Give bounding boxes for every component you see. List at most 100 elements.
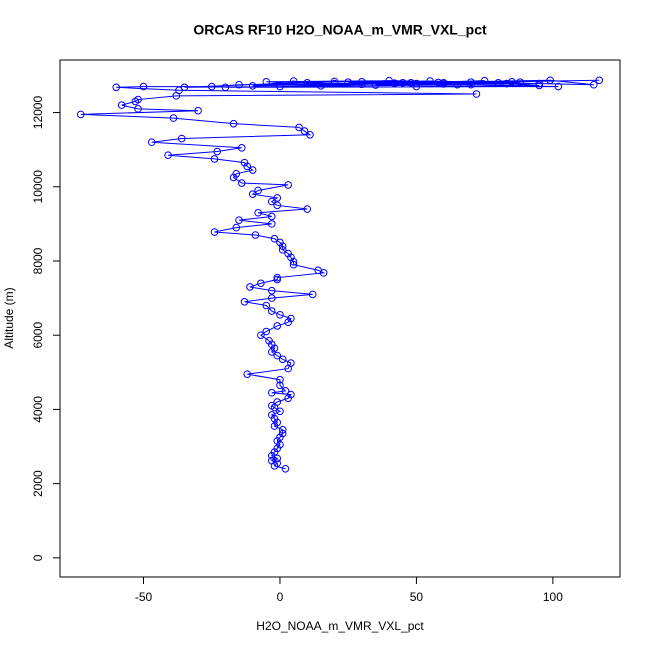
- data-point: [453, 80, 462, 89]
- data-point: [358, 77, 366, 86]
- data-point: [516, 78, 524, 86]
- data-point: [281, 387, 290, 395]
- x-axis-label: H2O_NOAA_m_VMR_VXL_pct: [256, 619, 424, 633]
- data-point: [303, 79, 312, 87]
- x-tick-label: 50: [410, 590, 424, 604]
- data-point: [273, 322, 282, 330]
- data-point: [210, 228, 219, 236]
- data-point: [221, 83, 230, 92]
- data-point: [273, 398, 282, 406]
- data-point: [248, 190, 257, 198]
- data-point: [235, 80, 243, 89]
- data-point: [267, 294, 276, 302]
- data-point: [273, 194, 282, 202]
- y-tick-label: 8000: [31, 247, 45, 274]
- data-point: [595, 76, 604, 85]
- data-point: [284, 181, 292, 189]
- y-tick-label: 0: [31, 554, 45, 561]
- data-point: [303, 205, 312, 213]
- data-point: [308, 290, 317, 299]
- data-point: [147, 138, 156, 147]
- data-point: [229, 119, 238, 128]
- data-point: [240, 158, 249, 167]
- data-point: [180, 83, 189, 92]
- data-point: [412, 79, 421, 88]
- data-point: [398, 79, 407, 87]
- data-point: [289, 77, 298, 85]
- data-point: [426, 77, 434, 85]
- data-point: [494, 79, 503, 87]
- data-point: [278, 426, 287, 434]
- data-point: [480, 76, 489, 85]
- data-point: [194, 106, 202, 115]
- data-point: [164, 151, 172, 160]
- data-point: [287, 314, 295, 323]
- data-point: [237, 143, 246, 152]
- x-tick-label: 0: [277, 590, 284, 604]
- data-point: [267, 411, 276, 419]
- data-point: [546, 76, 554, 85]
- data-point: [270, 234, 279, 243]
- data-point: [412, 82, 421, 91]
- data-point: [240, 298, 249, 306]
- data-point: [330, 79, 339, 88]
- data-point: [508, 77, 516, 86]
- data-point: [434, 78, 443, 87]
- data-point: [276, 375, 284, 384]
- data-point: [278, 355, 287, 364]
- data-point: [267, 220, 276, 228]
- data-point: [267, 197, 276, 206]
- data-point: [251, 231, 260, 239]
- data-point: [276, 407, 284, 416]
- data-point: [276, 310, 284, 319]
- data-point: [134, 95, 142, 104]
- data-point: [76, 110, 85, 119]
- data-point: [177, 134, 186, 143]
- data-point: [262, 77, 271, 86]
- data-point: [139, 82, 148, 91]
- data-point: [590, 80, 598, 89]
- data-point: [344, 78, 352, 86]
- data-point: [248, 82, 257, 90]
- data-point: [467, 80, 475, 89]
- data-point: [502, 79, 511, 88]
- chart-title: ORCAS RF10 H2O_NOAA_m_VMR_VXL_pct: [193, 22, 487, 38]
- data-point: [267, 401, 276, 410]
- data-point: [210, 155, 219, 163]
- data-point: [314, 266, 322, 275]
- data-point: [278, 246, 287, 254]
- data-point: [254, 208, 262, 217]
- data-point: [317, 82, 325, 90]
- y-tick-label: 6000: [31, 322, 45, 349]
- y-tick-label: 10000: [31, 170, 45, 204]
- y-axis-label: Altitude (m): [2, 287, 16, 348]
- data-point: [276, 238, 284, 247]
- data-point: [278, 429, 287, 438]
- data-point: [289, 260, 298, 269]
- data-point: [213, 147, 221, 156]
- data-point: [262, 301, 271, 310]
- data-point: [246, 283, 254, 291]
- data-point: [235, 216, 243, 224]
- data-point: [300, 127, 309, 135]
- y-tick-label: 4000: [31, 396, 45, 423]
- data-point: [554, 82, 563, 91]
- data-point: [267, 212, 276, 221]
- data-point: [265, 336, 273, 345]
- x-tick-label: -50: [135, 590, 153, 604]
- data-point: [112, 83, 121, 92]
- data-point: [276, 82, 284, 91]
- data-point: [169, 114, 178, 122]
- data-point: [273, 201, 282, 210]
- data-point: [257, 331, 265, 339]
- data-point: [371, 81, 380, 89]
- data-point: [472, 90, 481, 98]
- data-point: [281, 464, 290, 473]
- data-point: [243, 370, 252, 378]
- data-point: [232, 169, 241, 178]
- data-point: [358, 80, 366, 89]
- data-point: [276, 381, 284, 390]
- data-point: [390, 79, 399, 88]
